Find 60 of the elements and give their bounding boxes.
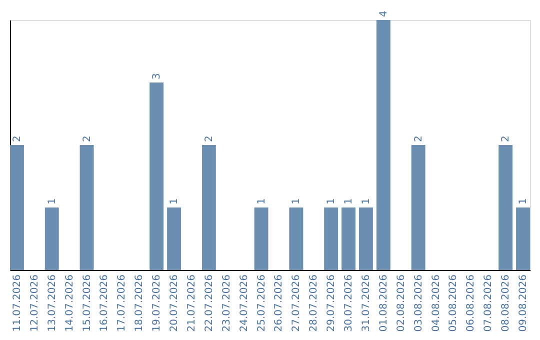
x-tick-label: 17.07.2026	[116, 274, 128, 332]
x-tick-label: 22.07.2026	[204, 274, 215, 332]
bar	[376, 20, 390, 270]
x-tick-label: 01.08.2026	[378, 274, 390, 332]
data-label: 1	[344, 198, 355, 204]
data-label: 1	[46, 198, 58, 204]
x-tick-label: 11.07.2026	[12, 274, 23, 332]
x-tick-label: 06.08.2026	[466, 274, 477, 332]
x-tick-label: 27.07.2026	[291, 274, 302, 332]
x-tick-label: 08.08.2026	[500, 274, 512, 332]
bar	[342, 208, 356, 270]
x-tick-label: 24.07.2026	[238, 274, 250, 332]
data-label: 1	[291, 198, 302, 204]
x-tick-label: 25.07.2026	[256, 274, 268, 332]
bar	[80, 145, 94, 270]
x-tick-label: 31.07.2026	[360, 274, 372, 332]
x-tick-label: 20.07.2026	[169, 274, 180, 332]
bar	[358, 208, 373, 270]
data-label: 3	[152, 73, 163, 80]
data-label: 1	[169, 198, 180, 204]
x-tick-label: 15.07.2026	[82, 274, 93, 332]
bar	[167, 208, 182, 270]
x-tick-label: 19.07.2026	[152, 274, 163, 332]
x-tick-label: 05.08.2026	[448, 274, 460, 332]
x-tick-label: 23.07.2026	[221, 274, 232, 332]
data-label: 2	[500, 136, 512, 142]
x-tick-label: 28.07.2026	[308, 274, 320, 332]
data-label: 4	[378, 10, 390, 17]
data-label: 1	[518, 198, 530, 204]
x-tick-label: 03.08.2026	[413, 274, 424, 332]
x-tick-label: 14.07.2026	[64, 274, 76, 332]
bar	[150, 82, 164, 270]
bar	[516, 208, 530, 270]
x-tick-label: 13.07.2026	[46, 274, 58, 332]
x-tick-label: 21.07.2026	[186, 274, 198, 332]
x-tick-label: 29.07.2026	[326, 274, 338, 332]
data-label: 1	[360, 198, 372, 204]
x-tick-label: 30.07.2026	[344, 274, 355, 332]
x-tick-label: 04.08.2026	[430, 274, 442, 332]
x-tick-label: 07.08.2026	[483, 274, 494, 332]
data-label: 2	[82, 136, 93, 142]
data-label: 1	[326, 198, 338, 204]
bar	[44, 208, 59, 270]
x-tick-label: 02.08.2026	[396, 274, 407, 332]
bar	[411, 145, 426, 270]
x-tick-label: 12.07.2026	[29, 274, 40, 332]
x-tick-label: 18.07.2026	[134, 274, 146, 332]
bar	[202, 145, 216, 270]
bar	[10, 145, 24, 270]
x-tick-label: 09.08.2026	[518, 274, 530, 332]
data-label: 2	[413, 136, 424, 142]
data-label: 1	[256, 198, 268, 204]
data-label: 2	[204, 136, 215, 142]
x-tick-label: 26.07.2026	[274, 274, 285, 332]
bar	[289, 208, 304, 270]
data-label: 2	[12, 136, 23, 142]
bar	[324, 208, 338, 270]
x-tick-label: 16.07.2026	[99, 274, 110, 332]
bar	[498, 145, 513, 270]
bar	[254, 208, 268, 270]
